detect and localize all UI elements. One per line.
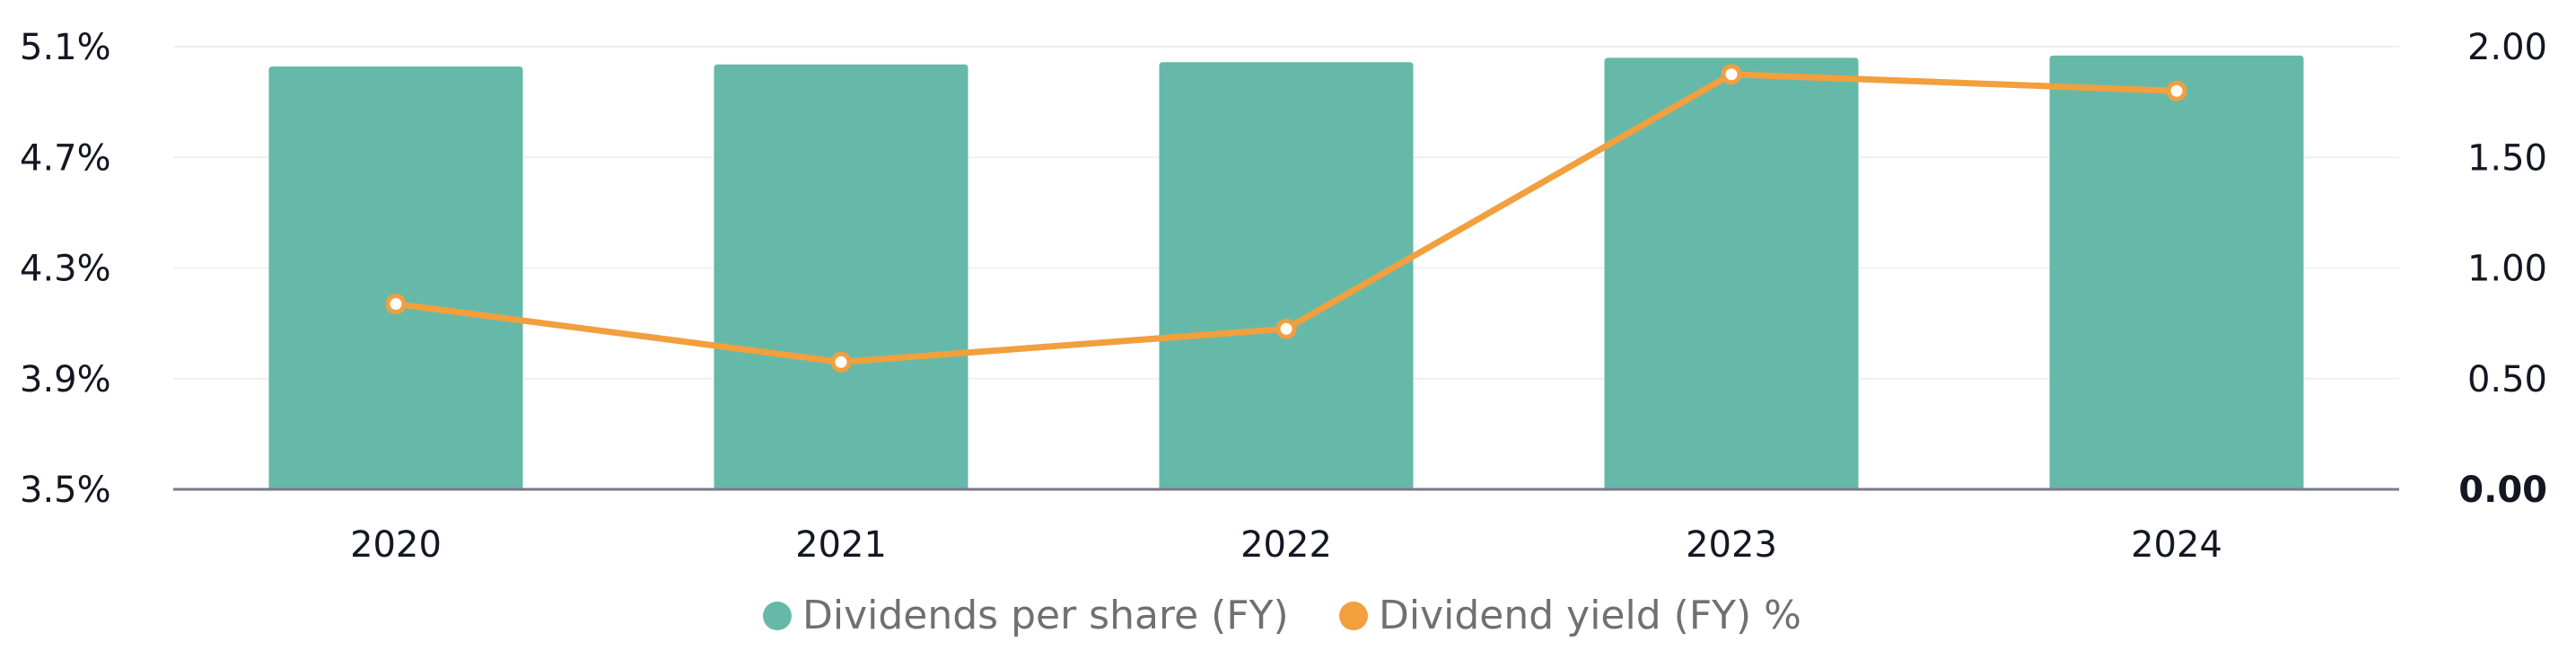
- axes: 5.1% 4.7% 4.3% 3.9% 3.5% 2.00 1.50 1.00 0.50 0.00…: [20, 27, 2547, 566]
- yield-point-2023: [1721, 64, 1742, 85]
- legend-marker: [1339, 602, 1368, 630]
- left-axis-tick-label: 4.7%: [20, 137, 111, 179]
- legend: Dividends per share (FY) Dividend yield (…: [763, 593, 1801, 638]
- x-axis-tick-label: 2020: [350, 524, 442, 566]
- legend-label: Dividends per share (FY): [802, 593, 1289, 638]
- left-axis-tick-label: 5.1%: [20, 27, 111, 68]
- bar-2021: [714, 64, 968, 489]
- right-axis-tick-label: 1.00: [2467, 249, 2547, 290]
- right-axis-tick-label: 0.00: [2458, 470, 2547, 511]
- bar-2024: [2049, 55, 2304, 490]
- legend-label: Dividend yield (FY) %: [1379, 593, 1801, 638]
- x-axis-tick-label: 2022: [1240, 524, 1332, 566]
- legend-marker: [763, 602, 792, 630]
- yield-point-2020: [385, 294, 407, 315]
- bar-2023: [1604, 57, 1859, 489]
- left-axis-tick-label: 3.9%: [20, 359, 111, 400]
- yield-point-2021: [830, 351, 852, 373]
- bar-2022: [1159, 62, 1414, 489]
- yield-point-2024: [2166, 80, 2187, 101]
- bar-2020: [268, 66, 523, 489]
- x-axis-tick-label: 2021: [795, 524, 887, 566]
- yield-point-2022: [1275, 318, 1297, 339]
- line-series: [385, 64, 2187, 373]
- right-axis-tick-label: 0.50: [2467, 359, 2547, 400]
- x-axis-tick-label: 2024: [2131, 524, 2222, 566]
- right-axis-tick-label: 2.00: [2467, 27, 2547, 68]
- right-axis-tick-label: 1.50: [2467, 137, 2547, 179]
- left-axis-tick-label: 3.5%: [20, 470, 111, 511]
- x-axis-tick-label: 2023: [1686, 524, 1777, 566]
- left-axis-tick-label: 4.3%: [20, 249, 111, 290]
- bar-series: [268, 55, 2304, 490]
